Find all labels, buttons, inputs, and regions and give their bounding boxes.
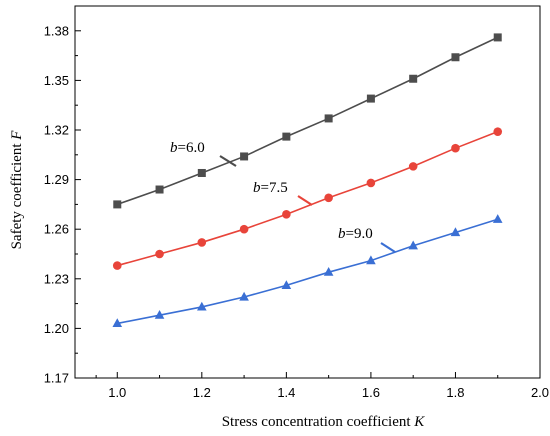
data-point: [240, 152, 249, 161]
data-point: [282, 132, 291, 141]
data-point: [409, 74, 418, 83]
y-tick-label: 1.35: [44, 73, 69, 88]
data-point: [197, 168, 206, 177]
data-point: [408, 162, 418, 171]
data-point: [366, 255, 376, 265]
data-point: [112, 318, 123, 328]
series-label-value: =7.5: [261, 180, 288, 196]
data-point: [155, 249, 164, 259]
y-tick-label: 1.38: [44, 23, 69, 38]
series-line: [117, 36, 499, 206]
x-axis-title: Stress concentration coefficient K: [222, 414, 426, 430]
leader-line: [297, 195, 313, 206]
x-tick-label: 1.2: [193, 385, 211, 400]
y-tick-label: 1.17: [44, 371, 69, 386]
y-tick-label: 1.32: [44, 123, 69, 138]
x-tick-label: 1.6: [362, 385, 380, 400]
axis-ticks: 1.0 1.2 1.4 1.6 1.8 2.0 1.17 1.20 1.23 1.26 1.29 1.…: [44, 23, 549, 400]
x-tick-label: 1.4: [277, 385, 295, 400]
series-label-1: b=6.0: [170, 140, 205, 156]
plot-border: [74, 5, 541, 379]
series-label-var: b: [338, 226, 346, 242]
series-2: [112, 127, 503, 270]
leader-line: [380, 242, 396, 253]
x-tick-label: 2.0: [531, 385, 549, 400]
data-point: [239, 291, 249, 301]
series-3: [112, 214, 503, 328]
series-1: [113, 33, 502, 209]
data-point: [282, 210, 291, 219]
data-point: [197, 301, 207, 311]
x-tick-label: 1.8: [446, 385, 464, 400]
data-point: [324, 193, 333, 203]
data-point: [408, 240, 418, 250]
plot-frame: [74, 5, 541, 379]
series-label-3: b=9.0: [338, 226, 373, 242]
series-label-value: =9.0: [346, 226, 373, 242]
data-point: [451, 143, 460, 153]
data-point: [451, 53, 460, 62]
data-point: [197, 238, 207, 247]
y-tick-label: 1.26: [44, 222, 69, 237]
x-tick-label: 1.0: [108, 385, 126, 400]
series-line: [117, 218, 498, 325]
series-labels: b=6.0b=7.5b=9.0: [170, 140, 396, 253]
data-point: [493, 127, 503, 136]
data-point: [324, 114, 333, 123]
data-point: [154, 309, 165, 319]
data-point: [281, 280, 292, 290]
y-tick-label: 1.23: [44, 271, 69, 286]
plot-area: [112, 33, 503, 328]
y-tick-label: 1.29: [44, 172, 69, 187]
series-label-2: b=7.5: [253, 180, 288, 196]
leader-line: [219, 155, 237, 167]
data-point: [366, 94, 375, 103]
data-point: [493, 33, 502, 42]
data-point: [366, 178, 376, 188]
data-point: [323, 266, 334, 276]
data-point: [492, 214, 503, 223]
data-point: [113, 200, 122, 209]
y-axis-title: Safety coefficient F: [9, 130, 25, 250]
series-label-var: b: [170, 140, 178, 156]
data-point: [112, 261, 122, 270]
data-point: [450, 227, 461, 237]
data-point: [239, 224, 249, 234]
series-label-var: b: [253, 180, 261, 196]
series-label-value: =6.0: [178, 140, 205, 156]
y-tick-label: 1.20: [44, 321, 69, 336]
series-line: [117, 130, 499, 267]
data-point: [155, 185, 164, 194]
